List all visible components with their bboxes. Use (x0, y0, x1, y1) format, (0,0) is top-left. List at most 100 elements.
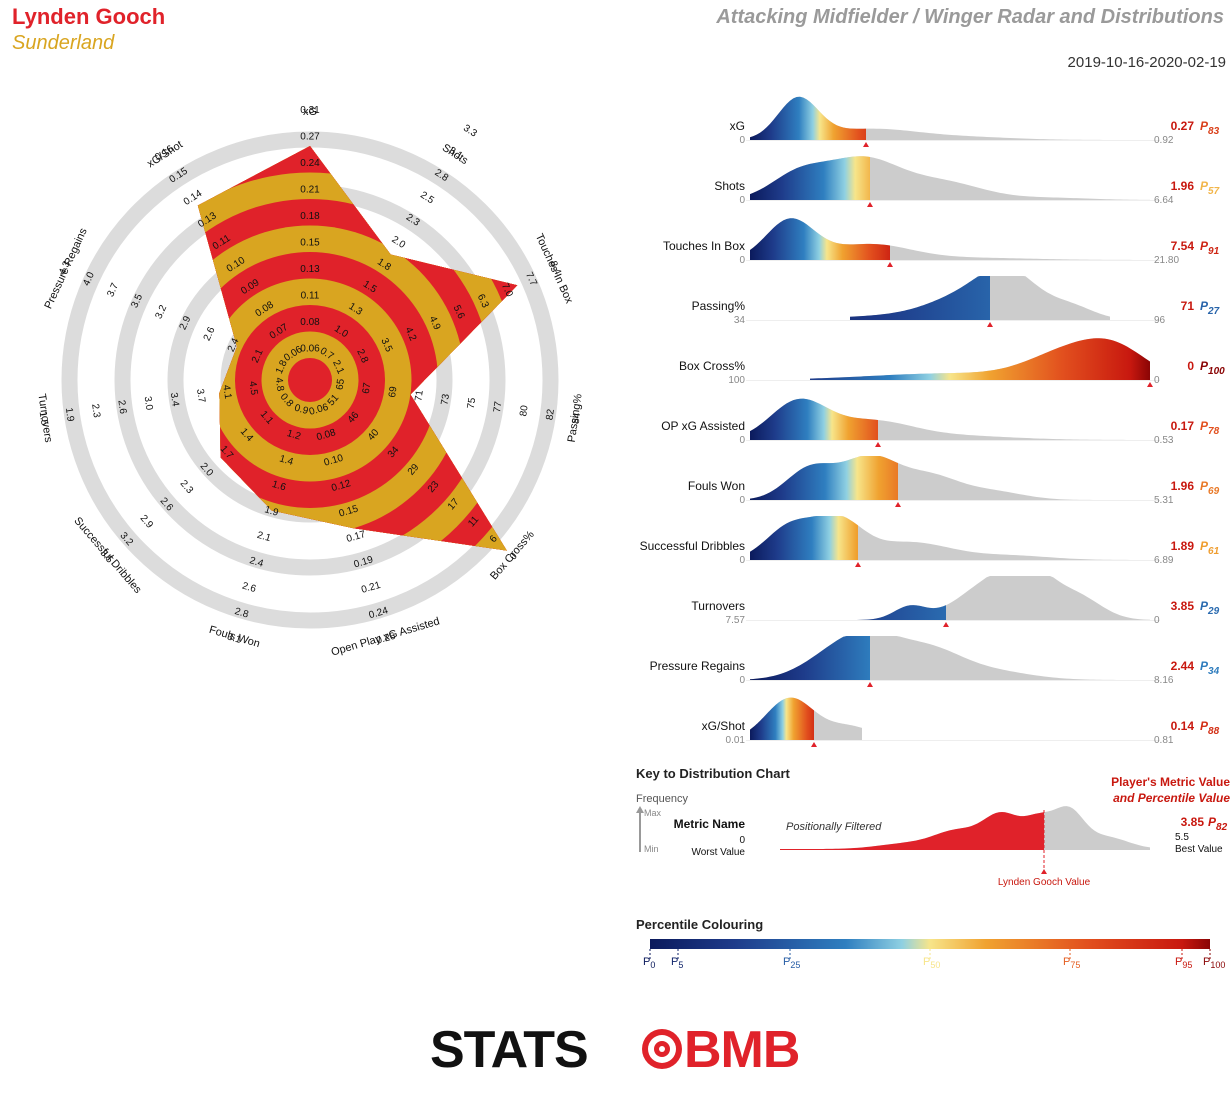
metric-min: 0 (739, 675, 745, 686)
radar-tick-label: 0.26 (375, 631, 397, 647)
key-example-percentile: P82 (1208, 815, 1228, 833)
radar-tick-label: 7.0 (499, 282, 515, 300)
radar-tick-label: 0.12 (330, 478, 352, 494)
metric-max: 0 (1154, 615, 1160, 626)
radar-tick-label: 3.4 (168, 392, 181, 408)
radar-tick-label: 3.5 (378, 337, 394, 355)
key-min: Min (644, 844, 659, 854)
radar-tick-label: 0.9 (293, 403, 310, 418)
radar-chart: 0.06 0.08 0.11 0.13 0.15 0.18 0.21 0.24 0.27 0.31… (35, 105, 584, 659)
distribution-filled-area (750, 156, 870, 200)
metric-percentile: P57 (1200, 179, 1220, 197)
distribution-charts: xG 0 0.92 0.27 P83 Shots 0 6.64 1.96 P57 Touches I… (636, 96, 1230, 970)
distribution-filled-area (750, 576, 946, 620)
radar-tick-label: 67 (361, 381, 374, 394)
percentile-mark: P25 (783, 956, 800, 970)
key-frequency-arrowhead (636, 806, 644, 813)
metric-label: Fouls Won (688, 479, 745, 493)
metric-min: 100 (728, 375, 745, 386)
radar-tick-label: 0.08 (300, 317, 320, 328)
metric-min: 34 (734, 315, 746, 326)
radar-tick-label: 0.27 (300, 132, 320, 143)
radar-tick-label: 7.7 (523, 271, 539, 289)
radar-tick-label: 1.9 (63, 407, 76, 423)
radar-tick-label: 1.5 (37, 411, 50, 427)
percentile-mark: P0 (643, 956, 655, 970)
radar-tick-label: 5.6 (451, 304, 467, 322)
percentile-colour-bar (650, 939, 1210, 949)
radar-tick-label: 0.21 (300, 185, 320, 196)
metric-percentile: P29 (1200, 599, 1220, 617)
player-marker (1147, 382, 1153, 387)
radar-tick-label: 2.0 (389, 234, 407, 251)
metric-label: Touches In Box (663, 239, 745, 253)
metric-max: 96 (1154, 315, 1166, 326)
metric-value: 1.89 (1171, 539, 1195, 553)
metric-label: Turnovers (691, 599, 745, 613)
distribution-row: Successful Dribbles 0 6.89 1.89 P61 (640, 516, 1220, 567)
distribution-filled-area (750, 456, 898, 500)
radar-ring (61, 131, 559, 629)
radar-tick-label: 1.9 (263, 504, 280, 519)
metric-label: Pressure Regains (650, 659, 745, 673)
metric-min: 0 (739, 495, 745, 506)
radar-tick-label: 4.9 (427, 315, 443, 333)
logo-ring (659, 1046, 665, 1052)
player-marker (943, 622, 949, 627)
key-player-value-line2: and Percentile Value (1113, 791, 1230, 805)
metric-percentile: P83 (1200, 119, 1220, 137)
logo-text-left: STATS (430, 1021, 588, 1079)
metric-min: 0 (739, 555, 745, 566)
metric-label: Passing% (692, 299, 746, 313)
metric-value: 0.14 (1171, 719, 1195, 733)
player-marker (811, 742, 817, 747)
distribution-filled-area (750, 96, 866, 140)
radar-tick-label: 2.1 (330, 359, 346, 377)
metric-max: 0.92 (1154, 135, 1174, 146)
metric-percentile: P27 (1200, 299, 1220, 317)
radar-tick-label: 0.06 (308, 402, 330, 418)
key-metric-name: Metric Name (674, 817, 746, 831)
radar-tick-label: 4.5 (247, 381, 260, 397)
radar-axis-label: Successful Dribbles (71, 515, 144, 596)
distribution-filled-area (750, 636, 870, 680)
distribution-row: Fouls Won 0 5.31 1.96 P69 (688, 456, 1220, 507)
radar-tick-label: 73 (440, 393, 453, 406)
radar-tick-label: 1.6 (271, 479, 288, 494)
metric-label: xG (730, 119, 745, 133)
player-name: Lynden Gooch (12, 4, 166, 29)
logo-target-icon (642, 1029, 682, 1069)
metric-min: 0 (739, 195, 745, 206)
distribution-row: Box Cross% 100 0 0 P100 (679, 338, 1225, 387)
radar-tick-label: 3.1 (226, 631, 243, 646)
distribution-row: Shots 0 6.64 1.96 P57 (714, 156, 1220, 207)
distribution-row: Passing% 34 96 71 P27 (692, 276, 1220, 327)
distribution-area (750, 576, 1150, 620)
player-marker (863, 142, 869, 147)
radar-tick-label: 0.19 (353, 554, 375, 570)
radar-tick-label: 3.5 (129, 292, 145, 310)
radar-tick-label: 2.9 (178, 314, 194, 332)
key-worst-label: Worst Value (691, 847, 745, 858)
metric-percentile: P100 (1200, 359, 1225, 377)
key-frequency: Frequency (636, 793, 688, 805)
radar-tick-label: 0.11 (301, 291, 320, 302)
radar-tick-label: 2.6 (202, 325, 218, 343)
radar-tick-label: 0.15 (300, 238, 320, 249)
metric-max: 5.31 (1154, 495, 1174, 506)
radar-tick-label: 6 (488, 533, 500, 545)
radar-tick-label: 71 (413, 389, 426, 402)
radar-tick-label: 69 (387, 385, 400, 398)
radar-tick-label: 8.4 (547, 259, 563, 277)
radar-tick-label: 4.2 (402, 326, 418, 344)
radar-tick-label: 3.0 (142, 396, 155, 412)
player-marker (867, 202, 873, 207)
key-player-marker (1041, 869, 1047, 874)
metric-value: 2.44 (1171, 659, 1195, 673)
radar-axis-label: Fouls Won (208, 624, 262, 650)
key-title: Key to Distribution Chart (636, 766, 791, 781)
metric-value: 0.17 (1171, 419, 1195, 433)
page-title: Attacking Midfielder / Winger Radar and … (716, 6, 1224, 28)
radar-band (288, 358, 332, 402)
team-name: Sunderland (12, 32, 115, 54)
